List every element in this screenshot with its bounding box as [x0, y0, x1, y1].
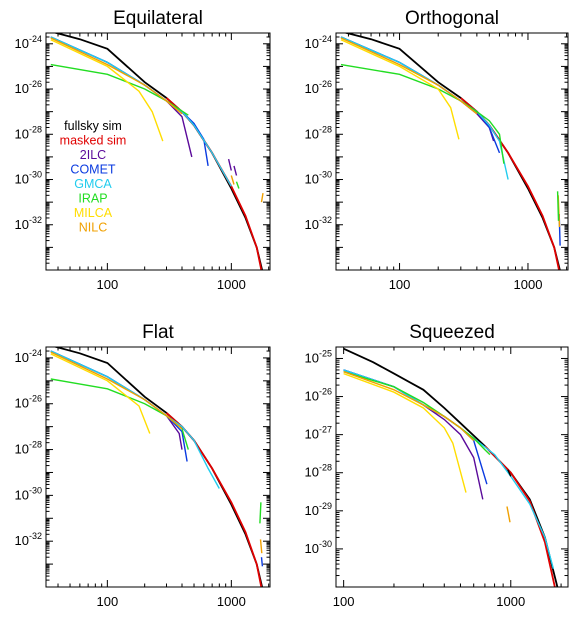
y-tick-label: 10-24	[305, 34, 332, 51]
series-line-comet	[50, 350, 188, 462]
series-line-nilc	[50, 351, 183, 430]
series-line-nilc	[340, 37, 478, 115]
plot-frame	[335, 32, 569, 271]
x-tick-label: 1000	[217, 594, 246, 609]
x-tick-label: 100	[97, 277, 119, 292]
series-line-nilc	[343, 371, 475, 442]
series-fragment	[259, 502, 262, 524]
series-line-comet	[340, 36, 501, 154]
panel-title: Equilateral	[113, 8, 203, 29]
legend-entry: IRAP	[78, 192, 107, 206]
series-fragment	[506, 506, 511, 523]
y-tick-label: 10-30	[305, 539, 332, 556]
legend-entry: COMET	[70, 163, 116, 177]
y-tick-label: 10-24	[15, 348, 42, 365]
series-line-gmca	[343, 369, 555, 569]
legend-entry: fullsky sim	[64, 119, 122, 133]
legend-entry: NILC	[79, 221, 107, 235]
series-fragment	[259, 539, 263, 554]
series-fragment	[260, 557, 264, 567]
series-line-irap	[343, 371, 491, 456]
y-tick-label: 10-26	[15, 79, 42, 96]
y-tick-label: 10-26	[305, 387, 332, 404]
y-tick-label: 10-28	[305, 124, 332, 141]
series-line-fullsky-sim	[343, 347, 559, 587]
y-tick-label: 10-30	[15, 485, 42, 502]
y-tick-label: 10-28	[15, 124, 42, 141]
series-fragment	[556, 191, 560, 221]
x-tick-label: 1000	[217, 277, 246, 292]
legend-entry: GMCA	[74, 177, 112, 191]
series-line-milca	[50, 353, 151, 434]
y-tick-label: 10-26	[15, 394, 42, 411]
panel-title: Squeezed	[409, 322, 495, 343]
plot-frame	[45, 32, 271, 271]
series-line-masked-sim	[460, 97, 560, 270]
y-tick-label: 10-30	[305, 170, 332, 187]
series-line-masked-sim	[484, 445, 556, 587]
plot-frame	[45, 346, 271, 588]
legend-entry: 2ILC	[80, 148, 106, 162]
series-line-milca	[340, 39, 460, 140]
series-line-milca	[343, 372, 467, 493]
series-line-milca	[50, 39, 164, 142]
y-tick-label: 10-32	[15, 215, 42, 232]
y-tick-label: 10-28	[305, 463, 332, 480]
series-line-nilc	[50, 37, 183, 115]
series-fragment	[260, 192, 264, 203]
series-fragment	[227, 158, 232, 171]
panel-orthogonal: Orthogonal 10-24 10-26 10-28 10-30 10-32 100 10…	[305, 8, 569, 292]
panel-equilateral: Equilateral 10-24 10-26 10-28 10-30 10-32 100 1…	[15, 8, 271, 292]
series-line-gmca	[340, 36, 509, 180]
y-tick-label: 10-24	[15, 34, 42, 51]
series-line-irap	[50, 378, 189, 450]
y-tick-label: 10-29	[305, 501, 332, 518]
series-fragment	[233, 165, 238, 176]
y-tick-label: 10-32	[305, 215, 332, 232]
legend-entry: MILCA	[74, 206, 113, 220]
panel-title: Orthogonal	[405, 8, 499, 29]
panel-squeezed: Squeezed 10-25 10-26 10-27 10-28 10-29 10-30 10…	[305, 322, 569, 609]
plot-frame	[335, 346, 569, 588]
series-fragment	[235, 181, 240, 189]
y-tick-label: 10-28	[15, 440, 42, 457]
series-line-gmca	[50, 350, 220, 489]
y-tick-label: 10-26	[305, 79, 332, 96]
panel-title: Flat	[142, 322, 174, 343]
y-tick-label: 10-25	[305, 348, 332, 365]
series-line-irap	[340, 63, 505, 164]
series-fragment	[230, 175, 235, 185]
x-tick-label: 100	[333, 594, 355, 609]
y-tick-label: 10-30	[15, 170, 42, 187]
panel-flat: Flat 10-24 10-26 10-28 10-30 10-32 100 1000	[15, 322, 271, 609]
legend-entry: masked sim	[60, 134, 127, 148]
series-line-2ilc	[340, 36, 495, 142]
series-line-irap	[50, 63, 189, 116]
y-tick-label: 10-32	[15, 531, 42, 548]
series-line-2ilc	[50, 350, 183, 450]
x-tick-label: 100	[389, 277, 411, 292]
series-fragment	[507, 469, 512, 477]
y-tick-label: 10-27	[305, 425, 332, 442]
x-tick-label: 1000	[514, 277, 543, 292]
x-tick-label: 1000	[496, 594, 525, 609]
x-tick-label: 100	[97, 594, 119, 609]
series-line-masked-sim	[165, 97, 263, 270]
